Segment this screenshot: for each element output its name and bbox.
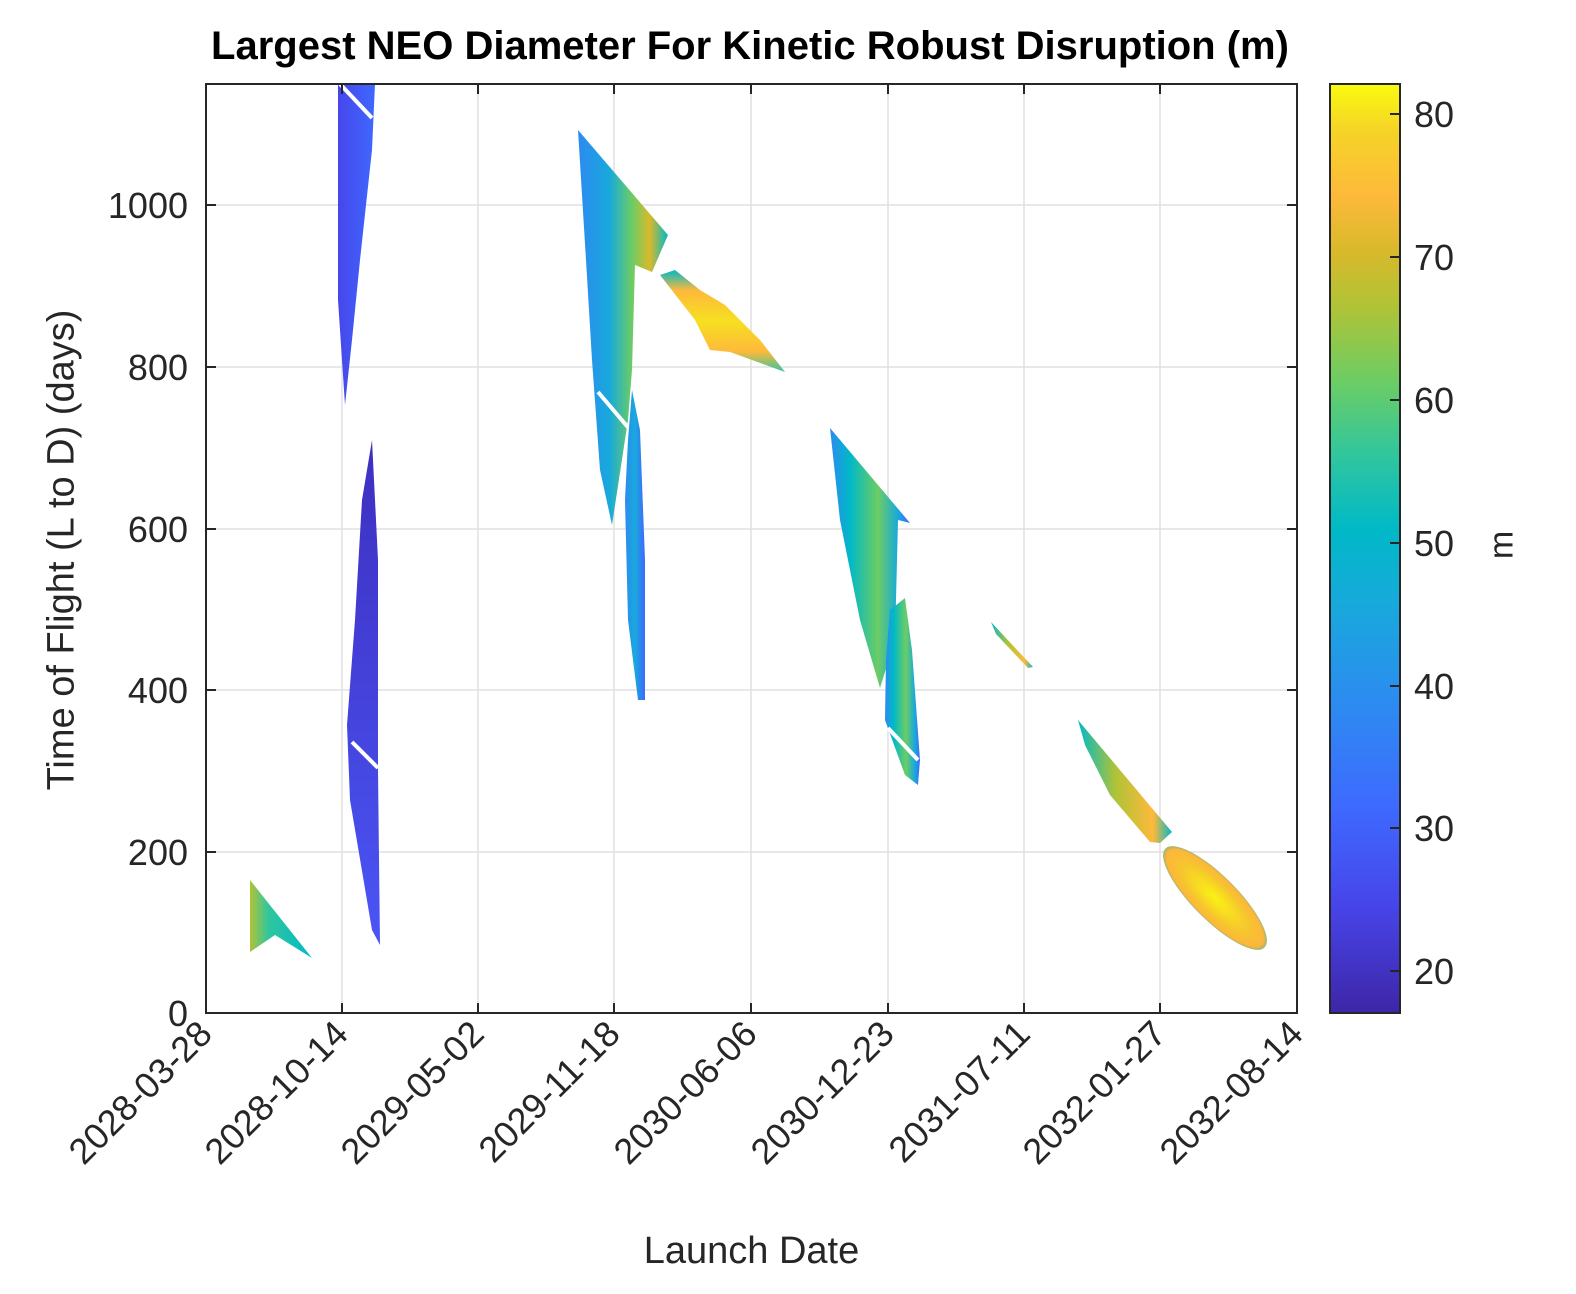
svg-text:2028-03-28: 2028-03-28 [60,1013,219,1172]
svg-text:1000: 1000 [108,185,188,226]
svg-text:2032-01-27: 2032-01-27 [1014,1013,1173,1172]
colorbar [1329,83,1401,1014]
x-tick-marks [341,84,1161,1013]
chart-title: Largest NEO Diameter For Kinetic Robust … [211,24,1289,68]
svg-text:80: 80 [1414,94,1454,135]
svg-text:20: 20 [1414,951,1454,992]
svg-text:400: 400 [128,670,188,711]
region-early2032-diagonal [1163,846,1267,950]
svg-text:30: 30 [1414,808,1454,849]
svg-text:2031-07-11: 2031-07-11 [880,1013,1037,1170]
svg-text:200: 200 [128,832,188,873]
y-tick-marks [206,204,1297,1014]
region-mid2031-sliver [991,622,1033,668]
svg-text:70: 70 [1414,237,1454,278]
svg-text:600: 600 [128,509,188,550]
gridlines [206,84,1297,1013]
colorbar-tick-labels: 80 70 60 50 40 30 20 [1414,94,1454,992]
region-late2029-upper [578,130,668,525]
y-tick-labels: 0 200 400 600 800 1000 [108,185,188,1034]
x-tick-labels: 2028-03-28 2028-10-14 2029-05-02 2029-11… [60,1013,1310,1172]
x-axis-label: Launch Date [643,1230,860,1272]
svg-text:2030-12-23: 2030-12-23 [742,1013,901,1172]
svg-text:2030-06-06: 2030-06-06 [605,1013,764,1172]
svg-text:2029-11-18: 2029-11-18 [470,1013,627,1170]
region-late2031-diagonal [1078,720,1172,843]
svg-text:800: 800 [128,347,188,388]
svg-text:2032-08-14: 2032-08-14 [1151,1013,1310,1172]
colorbar-ticks [1390,113,1400,972]
svg-text:40: 40 [1414,666,1454,707]
svg-text:2029-05-02: 2029-05-02 [332,1013,491,1172]
svg-text:60: 60 [1414,380,1454,421]
region-oct2028-lower [347,440,380,945]
svg-text:2028-10-14: 2028-10-14 [196,1013,355,1172]
svg-text:0: 0 [168,993,188,1034]
region-dec2030-lower [885,598,920,785]
data-regions [250,82,1267,958]
svg-text:50: 50 [1414,523,1454,564]
region-early-small-triangle [250,880,312,958]
region-early2030-lens [660,270,785,372]
region-oct2028-upper [338,84,375,405]
region-late2029-lower [625,390,645,700]
